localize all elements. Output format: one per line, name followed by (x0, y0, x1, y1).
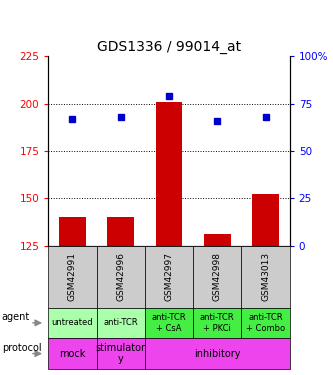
Text: mock: mock (59, 349, 86, 358)
Text: GSM42998: GSM42998 (213, 252, 222, 301)
Bar (59, 217, 86, 246)
Bar (108, 217, 134, 246)
Bar (156, 102, 182, 246)
Text: anti-TCR
+ PKCi: anti-TCR + PKCi (200, 313, 234, 333)
Text: GSM42997: GSM42997 (165, 252, 173, 301)
Text: agent: agent (2, 312, 30, 322)
Text: GSM42991: GSM42991 (68, 252, 77, 301)
Text: GSM42996: GSM42996 (116, 252, 125, 301)
Bar (252, 195, 279, 246)
Bar (204, 234, 230, 246)
Text: GSM43013: GSM43013 (261, 252, 270, 301)
Text: untreated: untreated (52, 318, 93, 327)
Title: GDS1336 / 99014_at: GDS1336 / 99014_at (97, 40, 241, 54)
Text: anti-TCR: anti-TCR (104, 318, 138, 327)
Text: stimulator
y: stimulator y (96, 343, 146, 364)
Text: anti-TCR
+ CsA: anti-TCR + CsA (152, 313, 186, 333)
Text: inhibitory: inhibitory (194, 349, 240, 358)
Text: protocol: protocol (2, 343, 41, 353)
Text: anti-TCR
+ Combo: anti-TCR + Combo (246, 313, 285, 333)
